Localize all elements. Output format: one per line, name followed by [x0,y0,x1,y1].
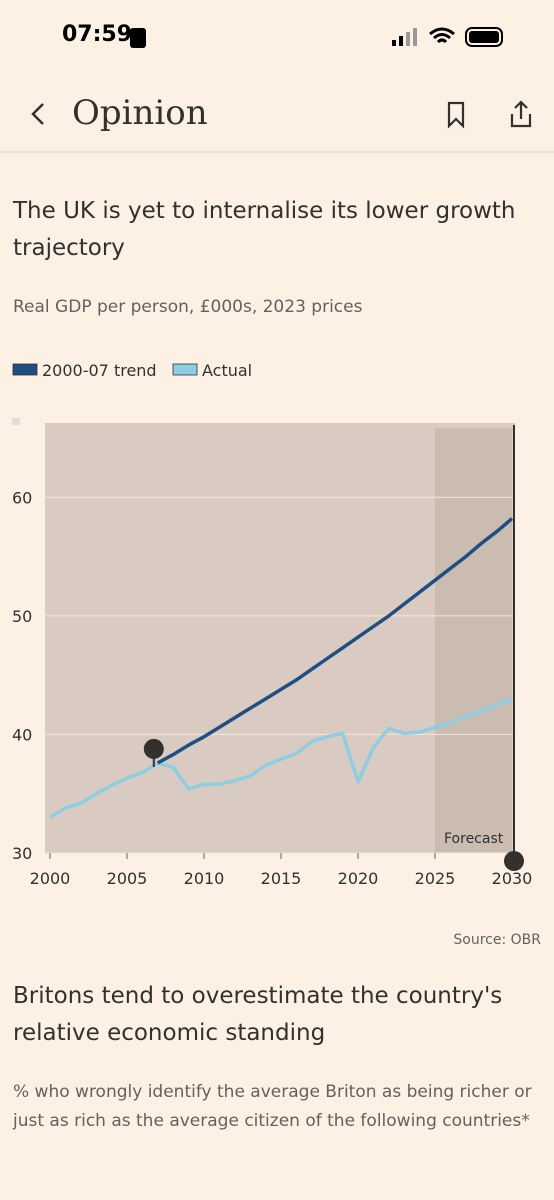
battery-level [469,31,499,43]
status-time: 07:59 [62,22,133,47]
focus-icon [130,28,146,48]
x-tick-label: 2000 [30,869,71,888]
x-tick-label: 2020 [338,869,379,888]
y-tick-label: 30 [12,844,32,863]
y-tick-label: 40 [12,725,32,744]
source: Source: OBR [453,932,541,948]
y-tick-label: 60 [12,488,32,507]
share-button[interactable] [510,100,532,128]
legend-label: 2000-07 trend [42,361,157,380]
chart-title: The UK is yet to internalise its lower g… [13,198,516,261]
legend-label: Actual [202,361,252,380]
chart-subtitle: Real GDP per person, £000s, 2023 prices [13,297,363,317]
x-tick-label: 2025 [415,869,456,888]
battery [465,27,503,47]
back-button[interactable] [31,103,44,125]
forecast-label: Forecast [444,831,504,847]
x-tick-label: 2015 [261,869,302,888]
section-subtitle: % who wrongly identify the average Brito… [13,1082,532,1131]
chart: 2000-07 trend Actual Forecast 30 40 50 60 2000 2… [12,361,541,948]
section-title: Britons tend to overestimate the country… [13,983,503,1046]
signal [406,32,410,46]
signal [413,28,417,46]
forecast-shade [435,428,512,853]
x-tick-label: 2030 [492,869,533,888]
x-tick-label: 2005 [107,869,148,888]
start-marker [143,738,164,759]
signal [392,40,396,46]
nav-title: Opinion [72,93,208,133]
scrubber-handle [504,851,524,871]
signal [399,36,403,46]
series-line [156,517,514,765]
bookmark-button[interactable] [447,101,465,129]
legend-swatch [12,363,38,376]
y-tick-label: 50 [12,607,32,626]
x-tick-label: 2010 [184,869,225,888]
legend-marker [12,418,20,425]
top-icons [0,27,554,153]
legend-swatch [172,363,198,376]
series-line [49,697,513,819]
wifi [429,27,455,44]
